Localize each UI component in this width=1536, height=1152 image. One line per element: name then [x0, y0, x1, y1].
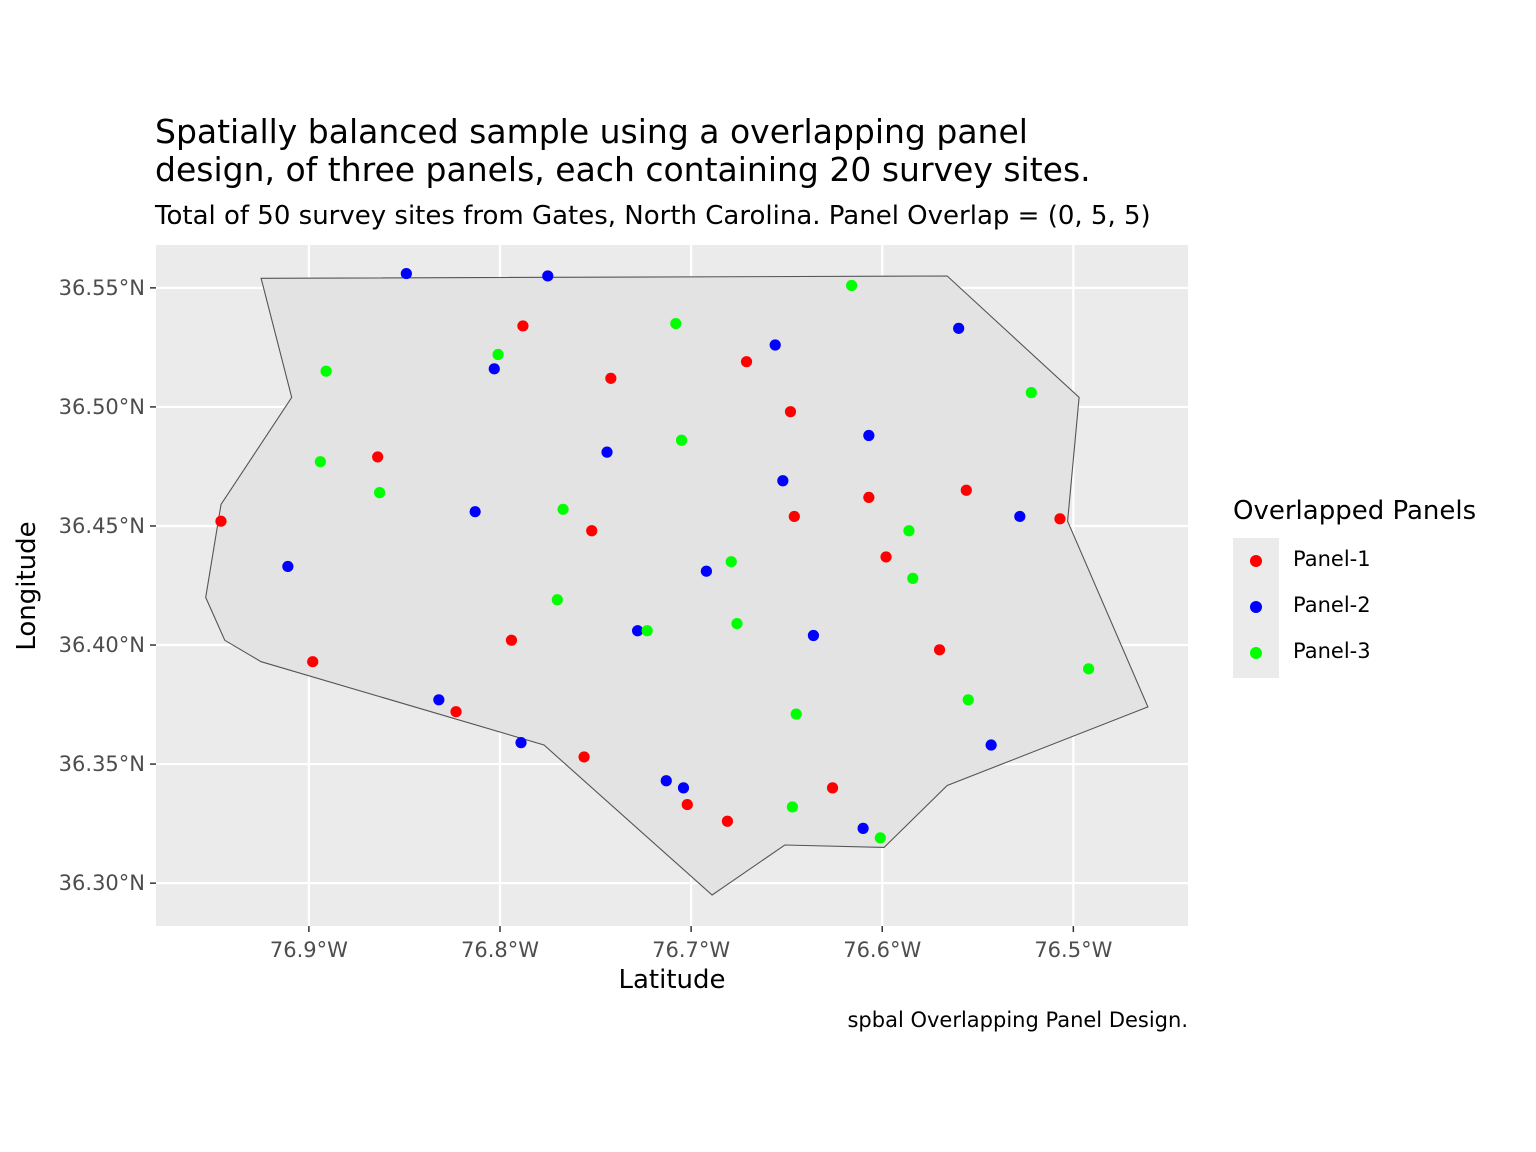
site-point-panel-2 — [985, 739, 997, 751]
site-point-panel-3 — [846, 279, 858, 292]
site-point-panel-1 — [578, 751, 590, 763]
site-point-panel-3 — [731, 617, 743, 630]
site-point-panel-2 — [777, 475, 789, 487]
site-point-panel-1 — [372, 451, 384, 463]
site-point-panel-1 — [784, 406, 797, 418]
site-point-panel-3 — [725, 556, 737, 568]
site-point-panel-1 — [933, 644, 946, 656]
site-point-panel-1 — [740, 356, 753, 368]
site-point-panel-1 — [586, 525, 598, 537]
site-point-panel-1 — [517, 320, 529, 332]
site-point-panel-3 — [675, 434, 688, 446]
y-tick-label: 36.40°N — [59, 633, 145, 657]
site-point-panel-1 — [826, 782, 839, 794]
x-axis-label: Latitude — [618, 965, 726, 995]
site-point-panel-2 — [632, 625, 644, 637]
site-point-panel-2 — [807, 629, 820, 642]
y-tick-label: 36.30°N — [59, 871, 145, 895]
site-point-panel-1 — [450, 706, 462, 718]
chart-caption: spbal Overlapping Panel Design. — [847, 1008, 1188, 1032]
legend-dot-panel-2 — [1250, 601, 1262, 613]
site-point-panel-1 — [505, 634, 518, 646]
y-tick-label: 36.35°N — [59, 752, 145, 776]
site-point-panel-2 — [469, 506, 481, 518]
site-point-panel-1 — [863, 491, 875, 503]
site-point-panel-2 — [400, 267, 412, 280]
y-tick-label: 36.50°N — [59, 395, 145, 419]
site-point-panel-3 — [492, 348, 504, 361]
site-point-panel-3 — [670, 317, 682, 330]
legend-item-panel-3: Panel-3 — [1233, 630, 1453, 676]
site-point-panel-2 — [677, 782, 690, 794]
site-point-panel-3 — [874, 832, 886, 844]
x-tick-label: 76.5°W — [1034, 938, 1112, 962]
site-point-panel-3 — [641, 625, 653, 637]
site-point-panel-3 — [557, 503, 569, 515]
site-point-panel-2 — [660, 775, 672, 787]
site-point-panel-1 — [681, 798, 693, 811]
chart-title-line-2: design, of three panels, each containing… — [155, 150, 1091, 189]
legend-label-panel-3: Panel-3 — [1293, 639, 1371, 663]
x-tick-label: 76.6°W — [843, 938, 921, 962]
legend-item-panel-1: Panel-1 — [1233, 538, 1453, 584]
site-point-panel-2 — [542, 270, 554, 282]
legend-label-panel-2: Panel-2 — [1293, 593, 1371, 617]
site-point-panel-2 — [857, 822, 869, 834]
site-point-panel-3 — [374, 487, 386, 499]
legend-dot-panel-3 — [1250, 647, 1262, 659]
x-tick-label: 76.9°W — [270, 938, 348, 962]
chart-title-line-1: Spatially balanced sample using a overla… — [155, 112, 1028, 151]
site-point-panel-3 — [320, 365, 332, 377]
site-point-panel-1 — [960, 484, 972, 496]
site-point-panel-2 — [433, 694, 445, 706]
site-point-panel-1 — [721, 815, 734, 827]
site-point-panel-3 — [314, 456, 326, 468]
legend-title: Overlapped Panels — [1233, 496, 1477, 526]
site-point-panel-3 — [1083, 663, 1095, 675]
site-point-panel-1 — [605, 372, 617, 384]
site-point-panel-1 — [307, 656, 319, 668]
site-point-panel-2 — [515, 737, 527, 749]
legend-dot-panel-1 — [1250, 555, 1262, 567]
site-point-panel-3 — [551, 594, 563, 606]
site-point-panel-2 — [700, 565, 713, 577]
x-tick-label: 76.7°W — [652, 938, 730, 962]
legend-item-panel-2: Panel-2 — [1233, 584, 1453, 630]
site-point-panel-1 — [1054, 513, 1066, 525]
legend-label-panel-1: Panel-1 — [1293, 547, 1371, 571]
site-point-panel-2 — [601, 446, 613, 458]
x-tick-label: 76.8°W — [461, 938, 539, 962]
site-point-panel-2 — [282, 560, 294, 573]
site-point-panel-3 — [786, 801, 799, 813]
site-point-panel-3 — [962, 694, 974, 706]
y-axis-label: Longitude — [12, 521, 42, 651]
chart-subtitle: Total of 50 survey sites from Gates, Nor… — [155, 201, 1151, 231]
site-point-panel-3 — [903, 525, 915, 537]
site-point-panel-3 — [907, 572, 919, 584]
y-tick-label: 36.55°N — [59, 276, 145, 300]
site-point-panel-3 — [1025, 387, 1037, 399]
site-point-panel-1 — [215, 515, 227, 527]
site-point-panel-2 — [769, 339, 781, 351]
site-point-panel-2 — [863, 429, 875, 442]
site-point-panel-2 — [488, 363, 500, 375]
site-point-panel-2 — [953, 322, 965, 334]
y-tick-label: 36.45°N — [59, 514, 145, 538]
chart-title: Spatially balanced sample using a overla… — [155, 113, 1255, 189]
site-point-panel-3 — [790, 708, 802, 720]
site-point-panel-1 — [880, 551, 892, 563]
county-boundary — [205, 275, 1149, 896]
site-point-panel-2 — [1014, 510, 1026, 523]
site-point-panel-1 — [788, 510, 800, 523]
